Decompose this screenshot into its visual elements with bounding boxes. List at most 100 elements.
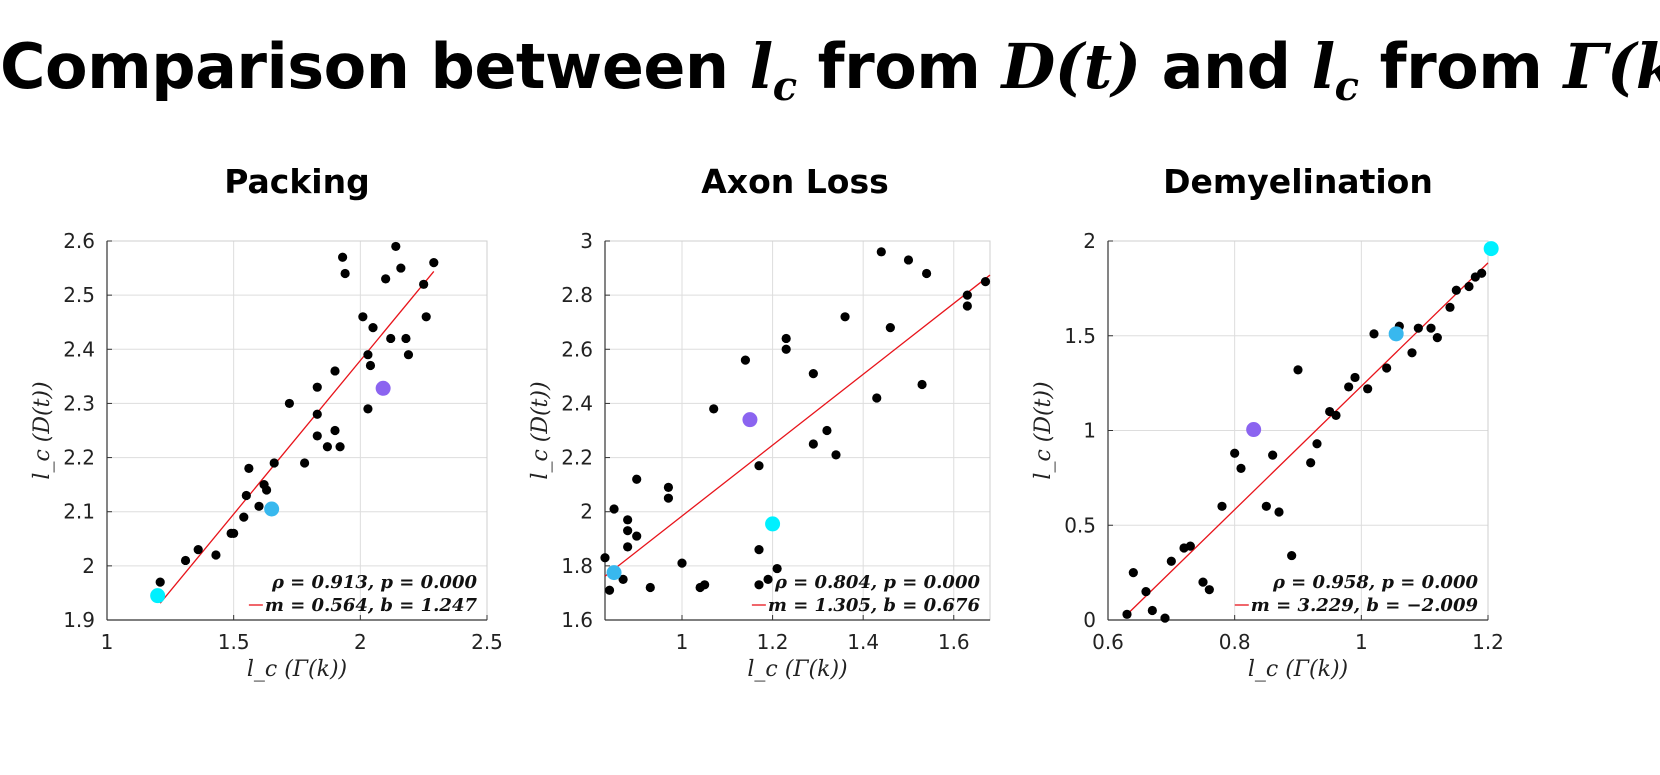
x-tick-label: 1.4 <box>847 630 879 654</box>
x-tick-label: 1.2 <box>757 630 789 654</box>
data-point <box>632 474 642 484</box>
data-point <box>403 350 414 360</box>
data-point <box>1287 550 1297 561</box>
y-tick-label: 2.3 <box>63 391 95 415</box>
fit-line <box>604 274 991 577</box>
title-var-lc-2: lc <box>1311 30 1359 110</box>
data-point <box>363 404 373 414</box>
y-tick-label: 2 <box>82 554 95 578</box>
x-tick-label: 1.6 <box>938 630 970 654</box>
data-point <box>754 545 764 555</box>
y-tick-label: 1.5 <box>1064 324 1096 348</box>
plot-frame <box>106 240 488 621</box>
data-point <box>429 258 439 268</box>
data-point <box>1268 450 1278 460</box>
data-point <box>229 528 239 538</box>
x-tick-label: 1 <box>676 630 689 654</box>
data-point <box>962 290 972 300</box>
data-point <box>1185 541 1195 551</box>
data-point <box>244 463 254 473</box>
stats-annotation: ρ = 0.804, p = 0.000 <box>774 572 981 593</box>
data-point <box>1293 365 1303 375</box>
data-point <box>1160 613 1170 623</box>
title-text-and: and <box>1140 30 1312 103</box>
data-point <box>781 333 791 344</box>
data-point <box>1128 568 1138 578</box>
x-tick-label: 1 <box>1355 630 1368 654</box>
title-expr-dt: D(t) <box>1001 30 1141 103</box>
data-point <box>772 563 782 574</box>
y-axis-label: l_c (D(t)) <box>1031 381 1056 479</box>
highlight-point <box>1388 326 1404 342</box>
highlight-point <box>264 501 280 517</box>
data-point <box>419 279 429 289</box>
data-point <box>330 425 340 436</box>
data-point <box>1451 285 1461 295</box>
y-tick-label: 2.5 <box>63 283 95 307</box>
data-point <box>330 366 340 376</box>
data-point <box>180 555 191 566</box>
data-point <box>211 550 221 560</box>
data-point <box>600 553 610 563</box>
data-point <box>269 458 279 468</box>
data-point <box>262 485 272 495</box>
chart-title: Demyelination <box>1163 162 1433 201</box>
data-point <box>1306 458 1316 468</box>
data-point <box>822 425 832 436</box>
data-point <box>903 255 914 265</box>
data-point <box>763 574 773 584</box>
data-point <box>284 398 294 409</box>
highlight-point <box>765 516 781 532</box>
x-axis-label: l_c (Γ(k)) <box>1248 657 1348 682</box>
data-point <box>254 501 264 511</box>
data-point <box>1166 556 1176 566</box>
data-point <box>740 355 751 365</box>
chart-title: Packing <box>224 162 370 201</box>
x-tick-label: 2.5 <box>471 630 503 654</box>
highlight-point <box>375 380 391 396</box>
highlight-point <box>742 412 758 428</box>
fit-annotation: m = 0.564, b = 1.247 <box>265 595 478 616</box>
data-point <box>980 277 991 287</box>
data-point <box>618 574 628 584</box>
x-tick-label: 0.8 <box>1219 630 1251 654</box>
fit-line <box>159 271 435 604</box>
title-text-prefix: Comparison between <box>0 30 750 103</box>
chart-panel-2: Axon Loss 1 1.2 1.4 1.6 1.6 1.8 2 2.2 2.4 2.6 2.8 3 l… <box>528 162 991 682</box>
data-point <box>872 393 882 403</box>
y-axis-label: l_c (D(t)) <box>30 381 55 479</box>
data-point <box>709 404 719 414</box>
data-point <box>421 312 431 322</box>
data-point <box>365 360 376 371</box>
data-point <box>1350 372 1360 383</box>
data-point <box>1344 382 1354 392</box>
data-point <box>1445 302 1455 312</box>
data-point <box>754 461 764 471</box>
data-point <box>1407 348 1417 358</box>
data-point <box>1464 281 1474 292</box>
title-text-from-2: from <box>1358 30 1564 103</box>
data-point <box>677 558 687 568</box>
data-point <box>876 247 886 257</box>
highlight-point <box>1246 422 1262 438</box>
data-point <box>831 450 841 460</box>
fit-annotation: m = 1.305, b = 0.676 <box>768 595 981 616</box>
data-point <box>381 274 391 284</box>
fit-annotation: m = 3.229, b = −2.009 <box>1251 595 1479 616</box>
y-tick-label: 1 <box>1083 419 1096 443</box>
y-tick-label: 2.1 <box>63 500 95 524</box>
title-expr-gamma-k: Γ(k) <box>1563 30 1660 103</box>
data-point <box>1122 609 1132 619</box>
data-point <box>300 458 310 468</box>
data-point <box>781 344 791 354</box>
x-tick-label: 1 <box>101 630 114 654</box>
data-point <box>632 531 642 541</box>
data-point <box>335 442 345 452</box>
y-tick-label: 2.2 <box>63 446 95 470</box>
y-tick-label: 2.8 <box>561 283 593 307</box>
data-point <box>401 333 411 344</box>
data-point <box>663 482 674 492</box>
data-point <box>623 526 633 536</box>
data-point <box>1204 585 1214 595</box>
